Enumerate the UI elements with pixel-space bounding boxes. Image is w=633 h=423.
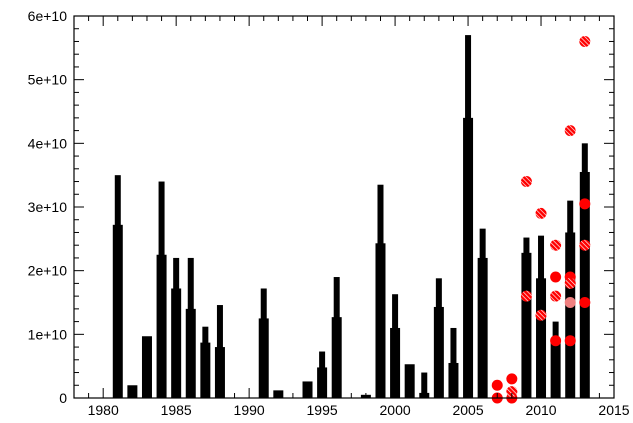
- data-point-hatched: [535, 309, 547, 321]
- bar: [214, 347, 225, 398]
- data-point-solid: [579, 297, 591, 308]
- bar: [375, 243, 386, 398]
- bar: [390, 327, 401, 398]
- y-tick-label: 3e+10: [28, 199, 68, 215]
- y-tick-label: 0: [59, 390, 67, 406]
- y-tick-label: 5e+10: [28, 72, 68, 88]
- x-tick-label: 1990: [234, 402, 265, 418]
- data-point-solid: [564, 335, 576, 347]
- x-tick-label: 2015: [598, 402, 629, 418]
- data-point-hatched: [550, 290, 562, 302]
- y-tick-label: 4e+10: [28, 135, 68, 151]
- bar: [433, 306, 444, 398]
- data-point-hatched: [564, 277, 576, 289]
- x-tick-label: 1985: [161, 402, 192, 418]
- bar: [463, 117, 474, 398]
- data-point-solid: [550, 271, 562, 283]
- bar: [302, 381, 313, 398]
- x-tick-label: 2005: [452, 402, 483, 418]
- bar: [448, 362, 459, 398]
- bar: [200, 342, 211, 398]
- y-tick-label: 2e+10: [28, 263, 68, 279]
- x-tick-label: 2010: [525, 402, 556, 418]
- bar: [521, 252, 532, 398]
- data-point-hatched: [550, 239, 562, 251]
- data-point-solid: [550, 335, 562, 347]
- y-tick-label: 1e+10: [28, 326, 68, 342]
- bar: [550, 340, 561, 398]
- bar: [185, 308, 196, 398]
- bar: [331, 317, 342, 398]
- bar: [156, 254, 167, 398]
- data-point-hatched: [579, 239, 591, 251]
- data-point-solid: [579, 198, 591, 210]
- bar: [127, 385, 138, 398]
- axes-layer: 1980 1985 1990 1995 2000 2005 2010 2015 0 1e+10 2e…: [28, 8, 630, 418]
- x-tick-label: 1980: [88, 402, 119, 418]
- bars-layer: [112, 35, 590, 398]
- data-point-hatched: [520, 176, 532, 188]
- data-point-hatched: [520, 290, 532, 302]
- bar: [112, 224, 123, 398]
- bar: [536, 278, 547, 398]
- plot-frame: [73, 15, 615, 399]
- bar: [317, 367, 328, 398]
- y-tick-label: 6e+10: [28, 8, 68, 24]
- bar: [477, 257, 488, 398]
- data-point-hatched: [579, 35, 591, 47]
- x-tick-label: 1995: [307, 402, 338, 418]
- x-tick-label: 2000: [380, 402, 411, 418]
- bar: [141, 336, 152, 398]
- bar: [565, 232, 576, 398]
- data-point-hatched: [506, 386, 518, 398]
- data-point-solid: [506, 373, 518, 385]
- bar: [171, 288, 182, 398]
- bar: [258, 318, 269, 398]
- bar-upper: [421, 372, 428, 398]
- bar: [404, 364, 415, 398]
- data-point-hatched: [564, 125, 576, 137]
- bar: [579, 171, 590, 398]
- data-point-solid: [491, 379, 503, 391]
- data-point-hatched: [535, 207, 547, 219]
- data-point-light: [564, 297, 576, 308]
